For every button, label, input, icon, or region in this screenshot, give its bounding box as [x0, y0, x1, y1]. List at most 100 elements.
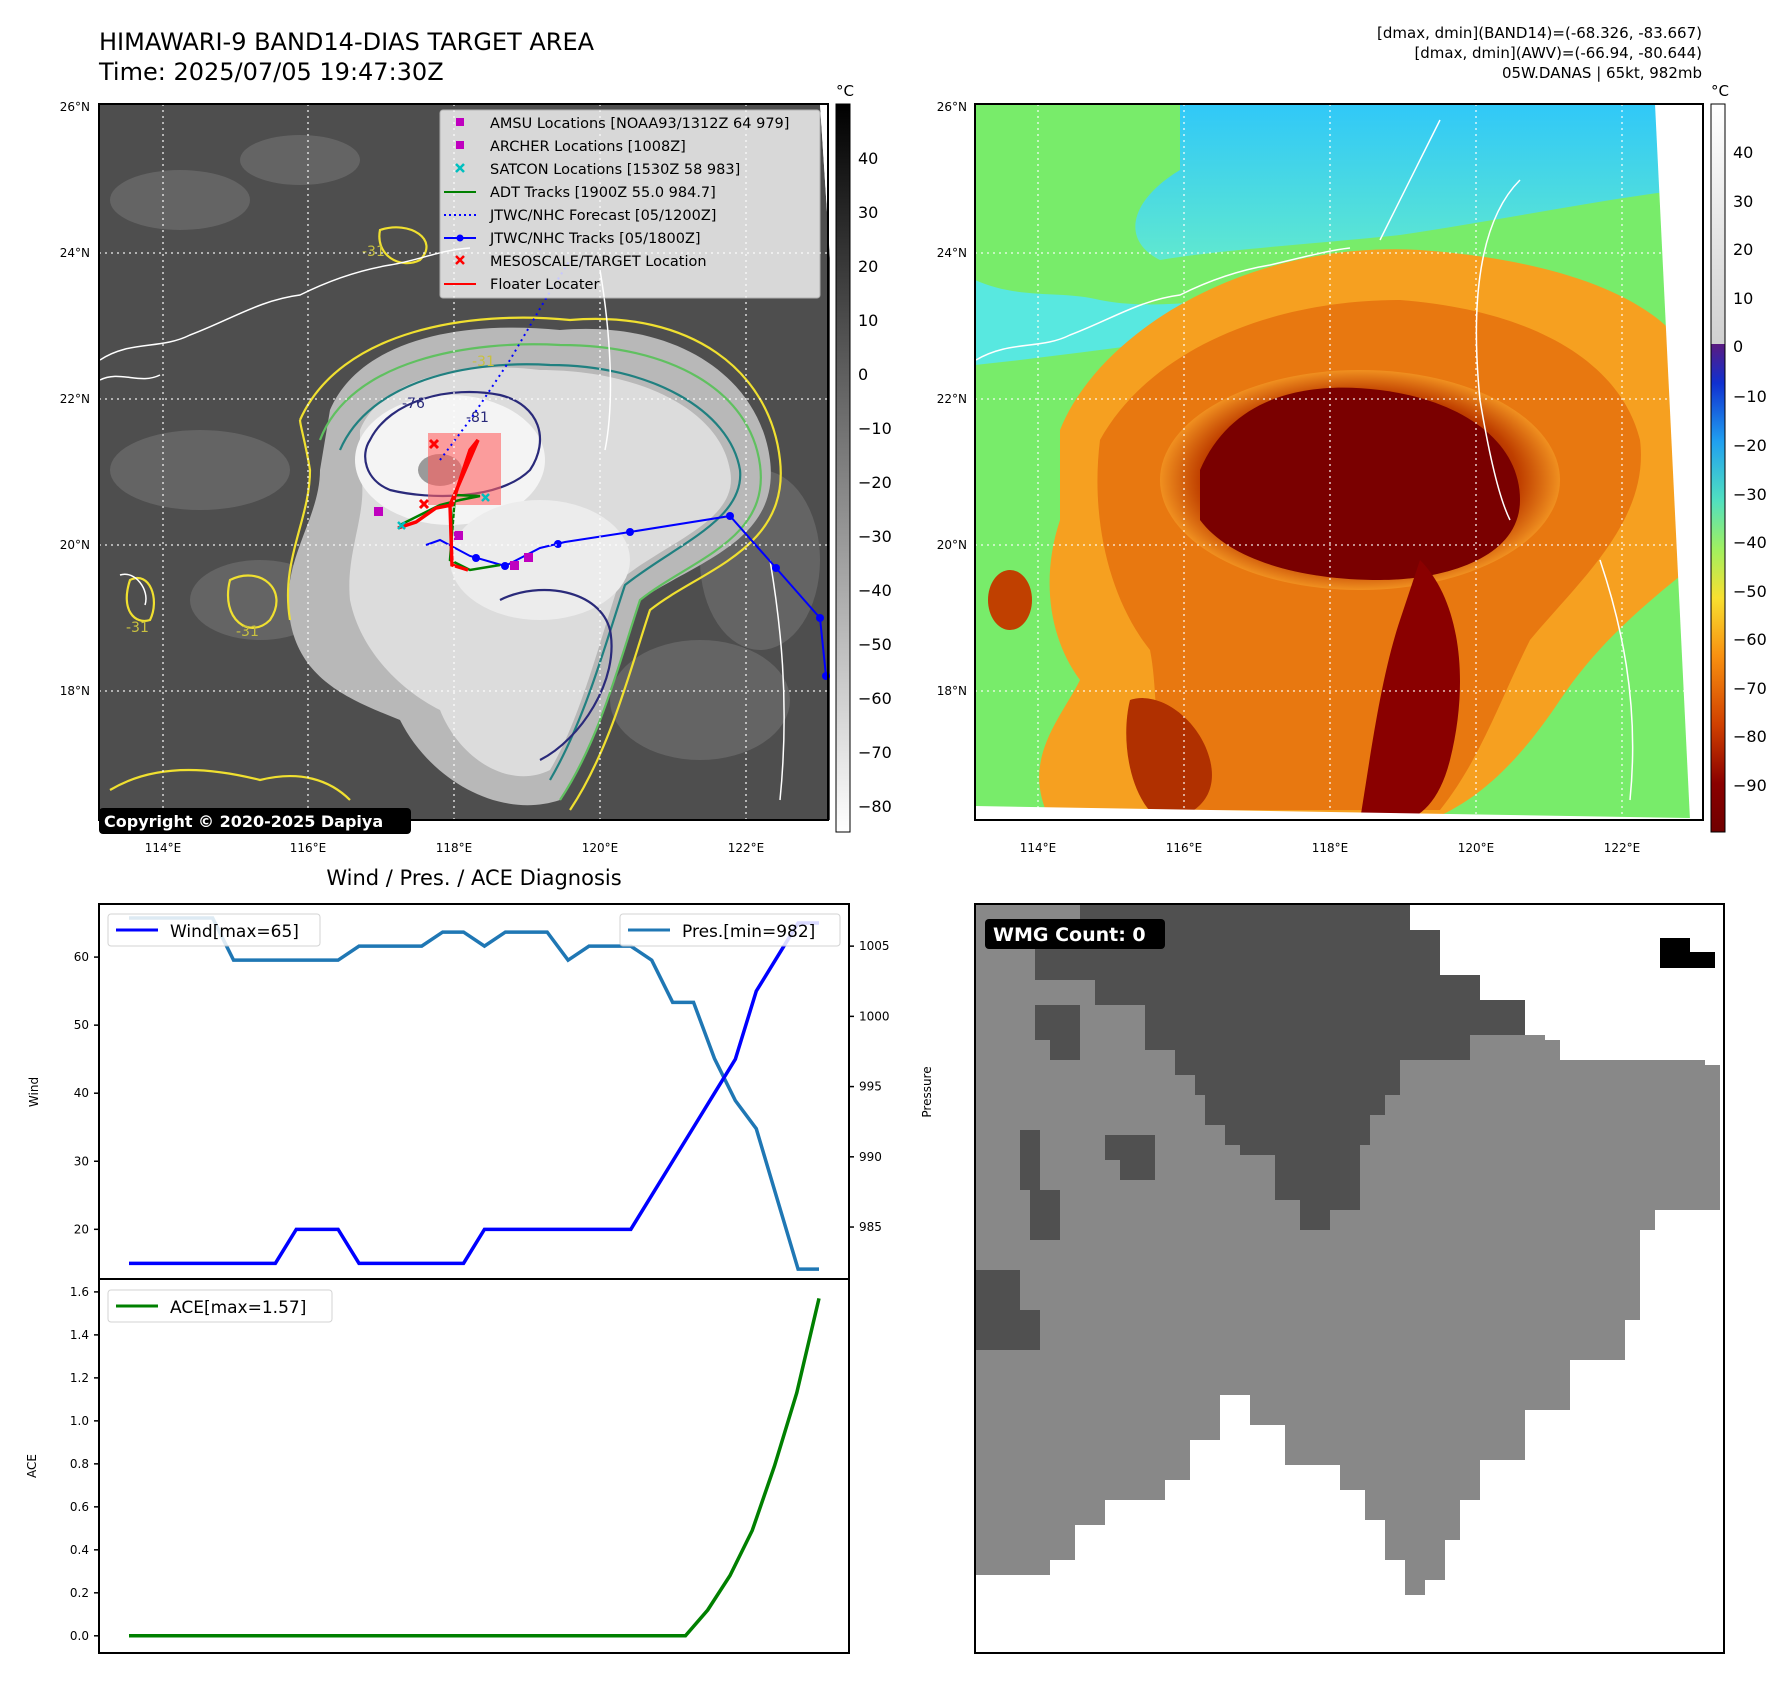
pressure-tick-label: 985: [859, 1220, 882, 1234]
legend-archer-swatch: [456, 141, 464, 149]
lat-label-22-b: 22°N: [937, 392, 967, 406]
pressure-ylabel: Pressure: [920, 1066, 934, 1117]
archer-marker: [524, 553, 533, 562]
contour-label-6: -31: [236, 624, 259, 640]
color-tick: 40: [1733, 143, 1753, 162]
jtwc-track-line: [425, 514, 827, 677]
legend-amsu-label: AMSU Locations [NOAA93/1312Z 64 979]: [490, 116, 789, 132]
wind-y-ticks: 60 50 40 30 20: [74, 950, 99, 1236]
ace-axes-frame: [98, 1278, 850, 1654]
map-legend: AMSU Locations [NOAA93/1312Z 64 979] ARC…: [439, 109, 821, 299]
ace-tick-label: 0.6: [70, 1500, 89, 1514]
lon-label-122: 122°E: [728, 841, 765, 855]
color-tick: 10: [1733, 289, 1753, 308]
amsu-marker: [454, 531, 463, 540]
ace-y-ticks: 1.6 1.4 1.2 1.0 0.8 0.6 0.4 0.2 0.0: [70, 1285, 99, 1643]
wmg-panel: WMG Count: 0: [974, 903, 1725, 1654]
color-map-panel: 26°N 24°N 22°N 20°N 18°N 114°E 116°E 118…: [937, 82, 1767, 855]
wmg-dark-region: [1035, 904, 1525, 1230]
color-tick: −30: [1733, 485, 1767, 504]
amsu-marker: [374, 507, 383, 516]
pressure-tick-label: 995: [859, 1080, 882, 1094]
mesoscale-marker: [428, 438, 440, 450]
color-tick: 30: [1733, 192, 1753, 211]
wmg-gray-region: [975, 904, 1720, 1595]
gray-tick: −10: [858, 419, 892, 438]
gray-tick: 10: [858, 311, 878, 330]
color-tick: −10: [1733, 387, 1767, 406]
gray-tick: 40: [858, 149, 878, 168]
ace-series-line: [129, 1297, 821, 1638]
pressure-series-line: [129, 916, 819, 1271]
legend-archer-label: ARCHER Locations [1008Z]: [490, 139, 686, 155]
jtwc-track-point: [816, 614, 824, 622]
wind-tick-label: 20: [74, 1222, 89, 1236]
gray-tick: −60: [858, 689, 892, 708]
gray-tick: −20: [858, 473, 892, 492]
lon-label-118-b: 118°E: [1312, 841, 1349, 855]
wind-ylabel: Wind: [27, 1077, 41, 1107]
jtwc-track-point: [726, 512, 734, 520]
wind-legend: Wind[max=65]: [107, 913, 321, 947]
legend-jtwc-dot: [456, 234, 464, 242]
adt-track-line: [399, 493, 501, 572]
legend-amsu-swatch: [456, 118, 464, 126]
ace-tick-label: 1.6: [70, 1285, 89, 1299]
pressure-tick-label: 1005: [859, 939, 890, 953]
contour-label-1: -31: [362, 244, 385, 260]
ace-tick-label: 1.4: [70, 1328, 89, 1342]
jtwc-track-point: [626, 528, 634, 536]
contour-label-3: -81: [466, 410, 489, 426]
lon-label-118: 118°E: [436, 841, 473, 855]
wind-axes-frame: [98, 903, 850, 1280]
archer-marker: [510, 561, 519, 570]
legend-floater-label: Floater Locater: [490, 277, 599, 293]
color-colorbar-frame: [1710, 103, 1726, 833]
lon-label-122-b: 122°E: [1604, 841, 1641, 855]
legend-mesoscale-label: MESOSCALE/TARGET Location: [490, 254, 707, 270]
info-line-3: 05W.DANAS | 65kt, 982mb: [1502, 64, 1702, 82]
lon-label-114: 114°E: [145, 841, 182, 855]
pressure-tick-label: 1000: [859, 1009, 890, 1023]
gray-tick: 20: [858, 257, 878, 276]
jtwc-track-point: [501, 562, 509, 570]
jtwc-track-point: [554, 540, 562, 548]
wind-series-line: [129, 921, 819, 1266]
lat-label-24-b: 24°N: [937, 246, 967, 260]
color-tick: −90: [1733, 776, 1767, 795]
ace-tick-label: 1.0: [70, 1414, 89, 1428]
contour-label-4: -31: [472, 354, 495, 370]
contour-label-2: -76: [402, 396, 425, 412]
lon-label-116: 116°E: [290, 841, 327, 855]
figure-time: Time: 2025/07/05 19:47:30Z: [98, 58, 444, 86]
color-colorbar-bottom: [1711, 344, 1725, 832]
gray-colorbar-ticks: 40 30 20 10 0 −10 −20 −30 −40 −50 −60 −7…: [858, 149, 892, 816]
ace-tick-label: 0.8: [70, 1457, 89, 1471]
legend-adt-label: ADT Tracks [1900Z 55.0 984.7]: [490, 185, 716, 201]
color-colorbar-unit: °C: [1711, 82, 1729, 100]
wind-legend-label: Wind[max=65]: [170, 922, 299, 942]
color-colorbar-ticks: 40 30 20 10 0 −10 −20 −30 −40 −50 −60 −7…: [1733, 143, 1767, 795]
jtwc-track-point: [472, 554, 480, 562]
contour-label-5: -31: [126, 620, 149, 636]
ace-tick-label: 0.0: [70, 1629, 89, 1643]
lat-label-26: 26°N: [60, 100, 90, 114]
lon-label-120-b: 120°E: [1458, 841, 1495, 855]
legend-forecast-label: JTWC/NHC Forecast [05/1200Z]: [489, 208, 716, 224]
wind-tick-label: 40: [74, 1086, 89, 1100]
info-line-2: [dmax, dmin](AWV)=(-66.94, -80.644): [1414, 44, 1702, 62]
gray-tick: −70: [858, 743, 892, 762]
ir-map-panel: -31 -76 -81 -31 -31 -31: [60, 82, 892, 855]
lon-label-116-b: 116°E: [1166, 841, 1203, 855]
jtwc-track-point: [772, 564, 780, 572]
gray-tick: −80: [858, 797, 892, 816]
wind-tick-label: 50: [74, 1018, 89, 1032]
wmg-frame: [974, 903, 1725, 1654]
lat-label-26-b: 26°N: [937, 100, 967, 114]
lat-label-20-b: 20°N: [937, 538, 967, 552]
wmg-count-badge: [985, 919, 1165, 949]
diagnosis-title: Wind / Pres. / ACE Diagnosis: [326, 866, 621, 890]
color-tick: −50: [1733, 582, 1767, 601]
copyright-badge: [99, 808, 411, 834]
